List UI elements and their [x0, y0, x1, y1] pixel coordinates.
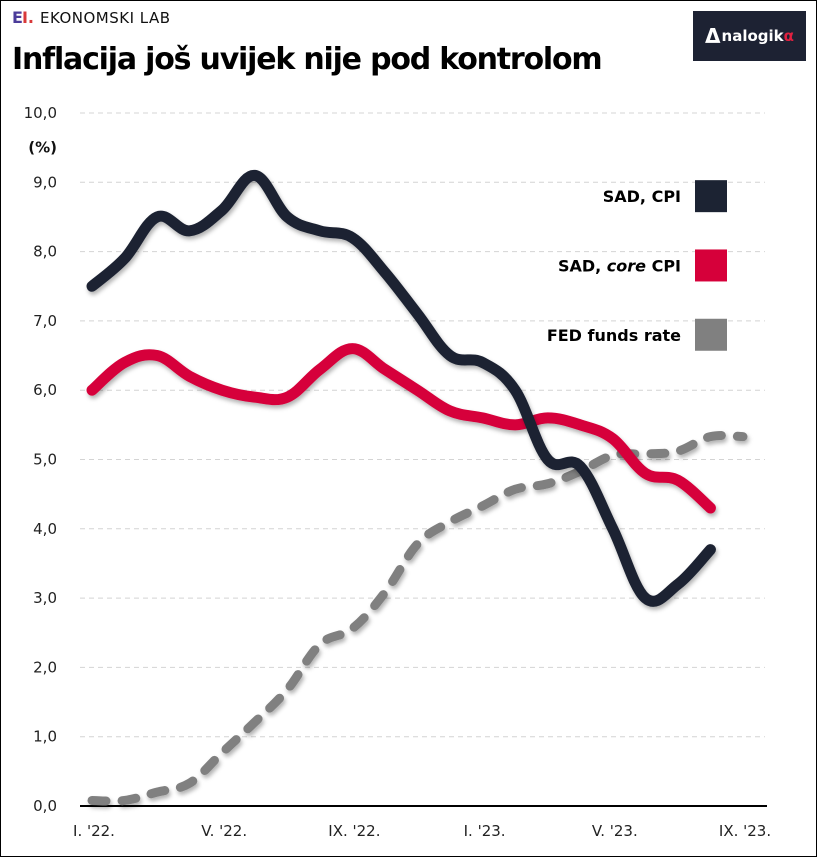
legend-label-part: SAD,: [558, 256, 607, 275]
y-tick-label: 10,0: [24, 104, 57, 122]
analogika-logo: Δ nalogik α: [693, 11, 806, 61]
y-tick-label: 0,0: [33, 797, 57, 815]
y-axis-ticks: 0,0 1,0 2,0 3,0 4,0 5,0 6,0 7,0 8,0 9,0 10,0: [24, 104, 57, 815]
x-tick-label: I. '23.: [464, 822, 506, 840]
brand: E I. EKONOMSKI LAB: [12, 9, 171, 27]
y-tick-label: 9,0: [33, 173, 57, 191]
legend-swatch: [695, 180, 727, 213]
series-line-sad-core-cpi: [86, 343, 716, 514]
alpha-logo-icon: α: [783, 27, 794, 45]
series-line-sad-cpi: [86, 169, 716, 607]
legend-label-part: CPI: [646, 256, 681, 275]
x-axis-ticks: I. '22. V. '22. IX. '22. I. '23. V. '23. IX. …: [73, 822, 771, 840]
y-tick-label: 8,0: [33, 243, 57, 261]
chart-title: Inflacija još uvijek nije pod kontrolom: [12, 42, 603, 77]
legend-label: FED funds rate: [547, 326, 681, 345]
ekonomski-lab-logo-icon: E I.: [12, 8, 34, 27]
legend-item: SAD, CPI: [603, 180, 727, 213]
partner-logo-text: nalogik: [721, 27, 784, 45]
brand-name: EKONOMSKI LAB: [39, 9, 171, 27]
x-tick-label: IX. '22.: [328, 822, 380, 840]
logo-mark-e: E: [12, 8, 23, 27]
gridlines: [80, 112, 765, 738]
y-tick-label: 3,0: [33, 589, 57, 607]
legend-label-part: core: [607, 256, 646, 275]
y-tick-label: 1,0: [33, 728, 57, 746]
legend-swatch: [695, 249, 727, 282]
legend-label: SAD, CPI: [603, 187, 681, 206]
x-tick-label: V. '23.: [592, 822, 638, 840]
series-line-fed-funds-rate: [87, 430, 748, 806]
legend-item: SAD, core CPI: [558, 249, 727, 282]
logo-mark-l: I.: [21, 8, 34, 27]
y-tick-label: 7,0: [33, 312, 57, 330]
y-tick-label: 5,0: [33, 451, 57, 469]
delta-logo-icon: Δ: [705, 24, 721, 48]
y-tick-label: 4,0: [33, 520, 57, 538]
legend-item: FED funds rate: [547, 318, 727, 351]
y-tick-label: 2,0: [33, 658, 57, 676]
x-tick-label: IX. '23.: [719, 822, 771, 840]
y-tick-label: 6,0: [33, 381, 57, 399]
legend-label: SAD, core CPI: [558, 256, 681, 275]
series-lines: [86, 169, 748, 806]
legend-swatch: [695, 318, 727, 351]
x-tick-label: I. '22.: [73, 822, 115, 840]
y-axis-unit-label: (%): [28, 139, 57, 157]
x-tick-label: V. '22.: [201, 822, 247, 840]
